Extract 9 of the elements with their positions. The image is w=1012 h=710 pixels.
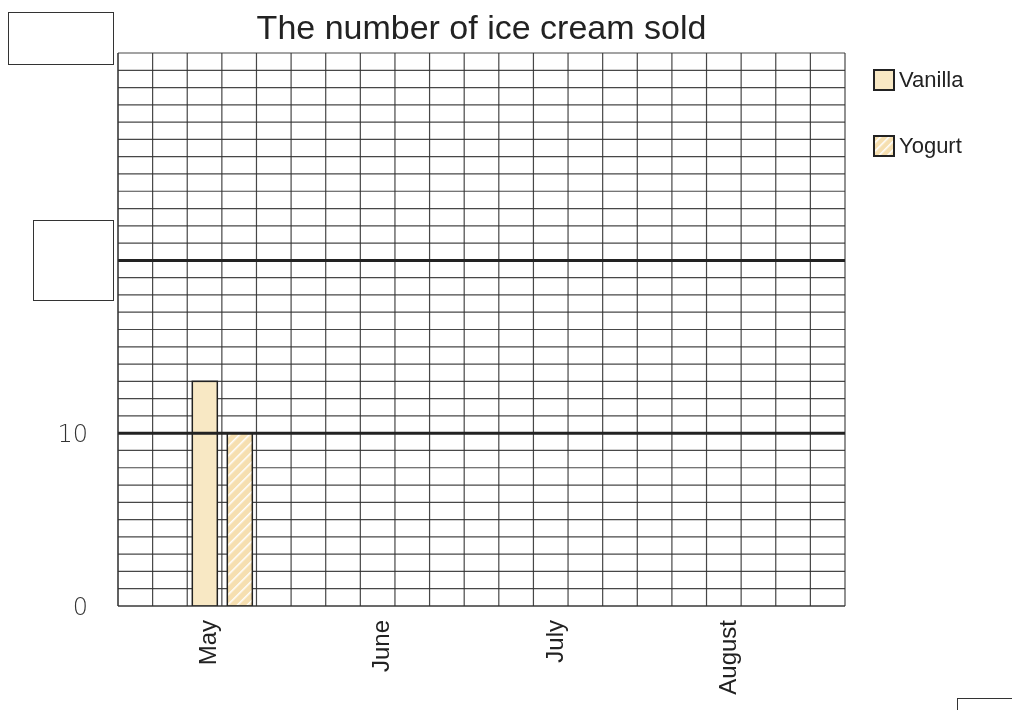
x-tick-label: July xyxy=(540,620,568,663)
text: Yogurt xyxy=(899,133,962,159)
y-tick-label: 10 xyxy=(57,419,88,448)
x-tick-label: August xyxy=(713,619,741,695)
y-tick-label: 0 xyxy=(72,592,88,621)
legend-label: Vanilla xyxy=(899,67,964,93)
chart-title: The number of ice cream sold xyxy=(255,8,708,47)
x-tick-label: June xyxy=(367,620,395,673)
x-tick-label: May xyxy=(194,620,222,666)
